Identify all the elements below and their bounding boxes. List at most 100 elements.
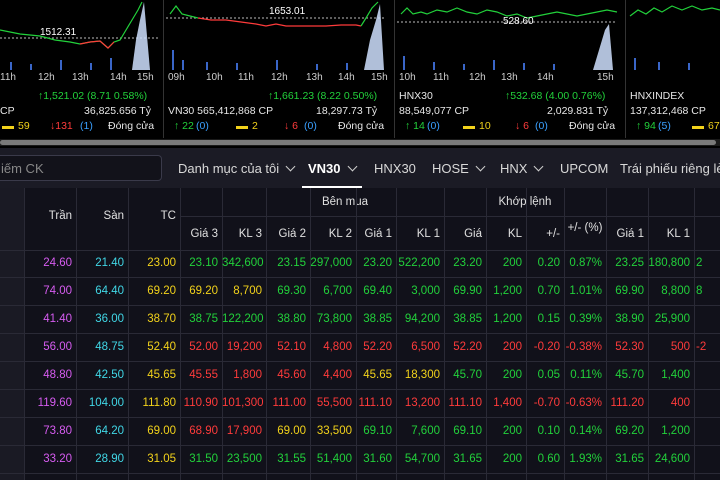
column-header[interactable]: TC: [160, 210, 176, 222]
table-cell: -0.70: [533, 397, 560, 409]
table-cell: 38.90: [615, 313, 644, 325]
tab-label: Danh mục của tôi: [178, 161, 280, 176]
table-cell: 1,800: [233, 369, 262, 381]
column-divider: [648, 188, 649, 480]
divider: [394, 0, 395, 138]
table-cell: 73,800: [316, 313, 352, 325]
column-divider: [526, 188, 527, 480]
row-divider: [0, 417, 720, 418]
table-cell: 119.60: [37, 397, 72, 409]
tab-label: HNX: [500, 161, 528, 176]
column-header[interactable]: KL 1: [416, 228, 440, 240]
table-cell: 94,200: [404, 313, 440, 325]
tab-hose[interactable]: HOSE: [432, 161, 486, 176]
index-card-hnxindex[interactable]: HNXINDEX 137,312,468 CP ↑ 94 (5) 67: [628, 0, 720, 138]
axis-label: 13h: [306, 72, 323, 83]
table-row[interactable]: 33.20 28.90 31.05 31.50 23,500 31.55 51,400 31.…: [0, 446, 720, 474]
column-divider: [444, 188, 445, 480]
index-card-vn30[interactable]: 1653.01 09h 10h 11h 12h 13h 14h 15h ↑1,6…: [166, 0, 392, 138]
table-cell: 13,200: [404, 397, 440, 409]
hnx30-time-axis: 10h 11h 12h 13h 14h 15h: [397, 72, 623, 86]
table-row[interactable]: 56.00 48.75 52.40 52.00 19,200 52.10 4,800 52.2…: [0, 334, 720, 362]
stock-search-input[interactable]: iếm CK: [0, 155, 162, 181]
table-cell: -0.63%: [565, 397, 602, 409]
table-cell: 36.00: [95, 313, 124, 325]
column-divider: [564, 188, 565, 480]
table-cell: 297,000: [310, 257, 352, 269]
column-header[interactable]: Sàn: [103, 210, 124, 222]
table-cell: 69.90: [615, 285, 644, 297]
table-cell: 55,500: [316, 397, 352, 409]
hnxindex-time-axis: [628, 72, 720, 86]
axis-label: 14h: [338, 72, 355, 83]
table-cell: 400: [670, 397, 690, 409]
table-cell: 0.87%: [569, 257, 602, 269]
column-header[interactable]: +/- (%): [567, 222, 603, 234]
table-cell: 1,200: [493, 285, 522, 297]
table-cell: 180,800: [648, 257, 690, 269]
table-cell: 31.50: [189, 453, 218, 465]
column-header[interactable]: KL: [507, 228, 522, 240]
hnx30-up-extra: (0): [427, 120, 440, 132]
table-cell: 52.10: [277, 341, 306, 353]
column-header[interactable]: +/-: [546, 228, 560, 240]
column-header[interactable]: KL 1: [666, 228, 690, 240]
table-cell: 0.11%: [570, 369, 602, 381]
table-row[interactable]: 74.00 64.40 69.20 69.20 8,700 69.30 6,700 69.40…: [0, 278, 720, 306]
table-cell: 23.20: [453, 257, 482, 269]
tab-upcom[interactable]: UPCOM: [560, 161, 609, 176]
ref-marker: [463, 126, 475, 129]
column-header[interactable]: Giá 1: [616, 228, 645, 240]
table-cell: 101,300: [222, 397, 264, 409]
hnxindex-chart: [629, 5, 720, 70]
table-cell: 54,700: [404, 453, 440, 465]
column-header[interactable]: Giá: [464, 228, 482, 240]
ref-marker: [692, 126, 704, 129]
index-card-hnx30[interactable]: 528.60 10h 11h 12h 13h 14h 15h HNX30 ↑53…: [397, 0, 623, 138]
column-header[interactable]: Giá 3: [190, 228, 219, 240]
table-cell: 38.85: [453, 313, 482, 325]
table-row[interactable]: 24.60 21.40 23.00 23.10 342,600 23.15 297,000 2…: [0, 250, 720, 278]
axis-label: 09h: [168, 72, 185, 83]
table-cell: 69.90: [453, 285, 482, 297]
tab-my-watchlist[interactable]: Danh mục của tôi: [178, 161, 296, 176]
table-cell: 8,700: [233, 285, 262, 297]
scrollbar-thumb[interactable]: [0, 140, 716, 145]
vn30-chart: [166, 1, 386, 70]
vn30-up-count: ↑ 22: [174, 120, 194, 132]
table-row[interactable]: 41.40 36.00 38.70 38.75 122,200 38.80 73,800 38…: [0, 306, 720, 334]
index-card-vnindex[interactable]: 1512.31 11h 12h 13h 14h 15h ↑1,521.02 (8…: [0, 0, 160, 138]
table-row[interactable]: 73.80 64.20 69.00 68.90 17,900 69.00 33,500 69.…: [0, 418, 720, 446]
column-header[interactable]: KL 2: [328, 228, 352, 240]
table-row[interactable]: 48.80 42.50 45.65 45.55 1,800 45.60 4,400 45.65…: [0, 362, 720, 390]
tab-label: VN30: [308, 161, 341, 176]
table-cell: 8: [696, 285, 703, 297]
row-divider: [0, 305, 720, 306]
chevron-down-icon: [285, 161, 296, 172]
table-cell: -0.38%: [565, 341, 602, 353]
column-header[interactable]: KL 3: [238, 228, 262, 240]
table-cell: 111.10: [448, 397, 482, 409]
table-cell: 69.40: [363, 285, 392, 297]
table-row[interactable]: 119.60 104.00 111.80 110.90 101,300 111.00 55,…: [0, 390, 720, 418]
tab-hnx[interactable]: HNX: [500, 161, 544, 176]
horizontal-scrollbar[interactable]: [0, 139, 720, 146]
vn30-down-extra: (0): [304, 120, 317, 132]
tab-private-bonds[interactable]: Trái phiếu riêng lẻ: [620, 161, 720, 176]
hnxindex-volume: 137,312,468 CP: [630, 105, 706, 117]
tab-hnx30[interactable]: HNX30: [374, 161, 416, 176]
column-header[interactable]: Giá 2: [278, 228, 307, 240]
column-header[interactable]: Giá 1: [364, 228, 393, 240]
vn30-up-extra: (0): [196, 120, 209, 132]
table-cell: 42.50: [95, 369, 124, 381]
tab-vn30[interactable]: VN30: [308, 161, 357, 176]
axis-label: 13h: [72, 72, 89, 83]
axis-label: 10h: [206, 72, 223, 83]
column-header[interactable]: Trần: [48, 210, 72, 222]
row-divider: [0, 389, 720, 390]
hnx30-up-count: ↑ 14: [405, 120, 425, 132]
chevron-down-icon: [534, 161, 544, 172]
table-cell: 200: [502, 341, 522, 353]
column-divider: [486, 188, 487, 480]
axis-label: 12h: [38, 72, 55, 83]
